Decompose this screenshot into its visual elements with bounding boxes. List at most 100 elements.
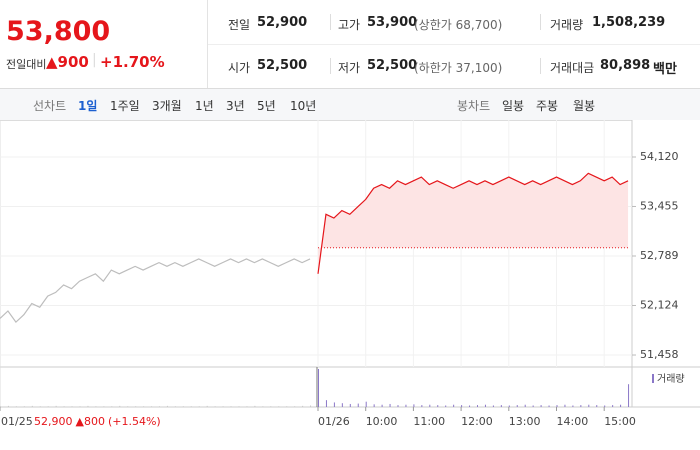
volume-bar [548, 405, 550, 407]
volume-bar [0, 406, 1, 407]
volume-bar [524, 404, 526, 407]
x-tick-label: 01/26 [318, 415, 350, 428]
volume-bar [151, 406, 153, 407]
volume-bar [516, 405, 518, 407]
volume-bar [7, 405, 9, 407]
volume-bar [484, 404, 486, 407]
volume-bar [39, 406, 41, 407]
stat-note: (상한가 68,700) [414, 18, 503, 32]
volume-bar [238, 406, 240, 407]
x-tick-label: 11:00 [413, 415, 445, 428]
period-tab[interactable]: 10년 [290, 99, 317, 113]
volume-bar [246, 406, 248, 407]
price-box: 53,800 전일대비 ▲900 | +1.70% [0, 0, 208, 88]
price-line [317, 172, 629, 274]
row-divider [208, 44, 700, 45]
col-divider [330, 14, 331, 30]
price-line [0, 258, 311, 324]
volume-bar [508, 405, 510, 407]
period-tab[interactable]: 5년 [257, 99, 276, 113]
volume-bar [182, 406, 184, 407]
volume-bar [190, 406, 192, 407]
volume-bar [532, 405, 534, 407]
x-tick-label: 13:00 [509, 415, 541, 428]
volume-bar [381, 404, 383, 407]
volume-bar [333, 402, 335, 407]
stat-value: 1,508,239 [592, 15, 666, 30]
stat-label: 전일 [228, 18, 251, 32]
col-divider [540, 14, 541, 30]
volume-bar [55, 405, 57, 407]
y-tick-label: 52,789 [640, 249, 679, 262]
volume-bar [278, 406, 280, 407]
volume-bar [302, 405, 304, 407]
volume-bar [222, 406, 224, 407]
volume-bar [47, 406, 49, 407]
change: ▲900 [46, 53, 89, 71]
volume-bar [71, 406, 73, 407]
period-tab[interactable]: 1일 [78, 99, 98, 113]
volume-bar [365, 401, 367, 407]
volume-bar [453, 404, 455, 407]
volume-bar [588, 404, 590, 407]
volume-bar [405, 404, 407, 407]
volume-bar [103, 406, 105, 407]
stat-value: 52,500 [367, 58, 418, 73]
volume-bar [230, 406, 232, 407]
x-tick-label: 15:00 [604, 415, 636, 428]
stat-label: 저가 [338, 61, 361, 75]
volume-bar [477, 405, 478, 407]
volume-bar [31, 405, 33, 407]
stat-label: 거래량 [550, 18, 584, 32]
change-label: 전일대비 [6, 58, 47, 71]
volume-bar [612, 405, 614, 407]
stat-label: 거래대금 [550, 61, 595, 75]
candle-tab[interactable]: 주봉 [536, 99, 559, 113]
volume-bar [262, 406, 264, 407]
stat-label: 시가 [228, 61, 251, 75]
volume-bar [429, 404, 431, 407]
candle-tab[interactable]: 월봉 [573, 99, 596, 113]
y-tick-label: 52,124 [640, 298, 679, 311]
volume-bar [286, 406, 288, 407]
volume-bar [357, 403, 359, 407]
volume-bar [540, 405, 542, 407]
volume-bar [15, 406, 17, 407]
period-tab[interactable]: 1주일 [110, 99, 140, 113]
volume-bar [79, 406, 81, 407]
stat-note: 백만 [653, 62, 677, 77]
volume-bar [95, 406, 97, 407]
volume-bar [23, 406, 25, 407]
volume-bar [580, 405, 582, 407]
prev-summary-part: ▲800 [76, 415, 105, 428]
y-tick-label: 54,120 [640, 150, 679, 163]
x-tick-label: 01/25 [1, 415, 33, 428]
x-tick-label: 10:00 [366, 415, 398, 428]
volume-label: 거래량 [657, 373, 685, 385]
volume-bar [500, 405, 502, 407]
volume-bar [135, 406, 137, 407]
prev-summary-part: 52,900 [34, 415, 73, 428]
volume-bar [254, 405, 256, 407]
volume-bar [270, 406, 272, 407]
volume-bar [445, 405, 447, 407]
period-tab[interactable]: 3년 [226, 99, 245, 113]
quote-header: 53,800 전일대비 ▲900 | +1.70% 전일 52,900 고가 5… [0, 0, 700, 88]
volume-bar [397, 405, 399, 407]
volume-bar [143, 406, 145, 407]
change-pct: +1.70% [100, 53, 165, 71]
volume-bar [373, 404, 375, 407]
candle-tab[interactable]: 일봉 [502, 99, 525, 113]
prev-summary: 52,900 ▲800 (+1.54%) [34, 415, 161, 428]
stat-value: 80,898 [600, 58, 651, 73]
period-tab[interactable]: 3개월 [152, 99, 182, 113]
volume-icon [652, 374, 654, 383]
y-tick-label: 51,458 [640, 348, 679, 361]
prev-summary-part: (+1.54%) [108, 415, 161, 428]
divider: | [92, 52, 97, 68]
volume-bar [596, 405, 598, 407]
y-tick-label: 53,455 [640, 199, 679, 212]
period-tab[interactable]: 1년 [195, 99, 214, 113]
volume-bar [389, 403, 391, 407]
